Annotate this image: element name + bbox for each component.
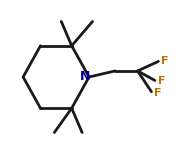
Text: F: F xyxy=(158,76,165,86)
Text: N: N xyxy=(80,71,90,83)
Text: F: F xyxy=(161,56,169,65)
Text: F: F xyxy=(154,89,162,98)
